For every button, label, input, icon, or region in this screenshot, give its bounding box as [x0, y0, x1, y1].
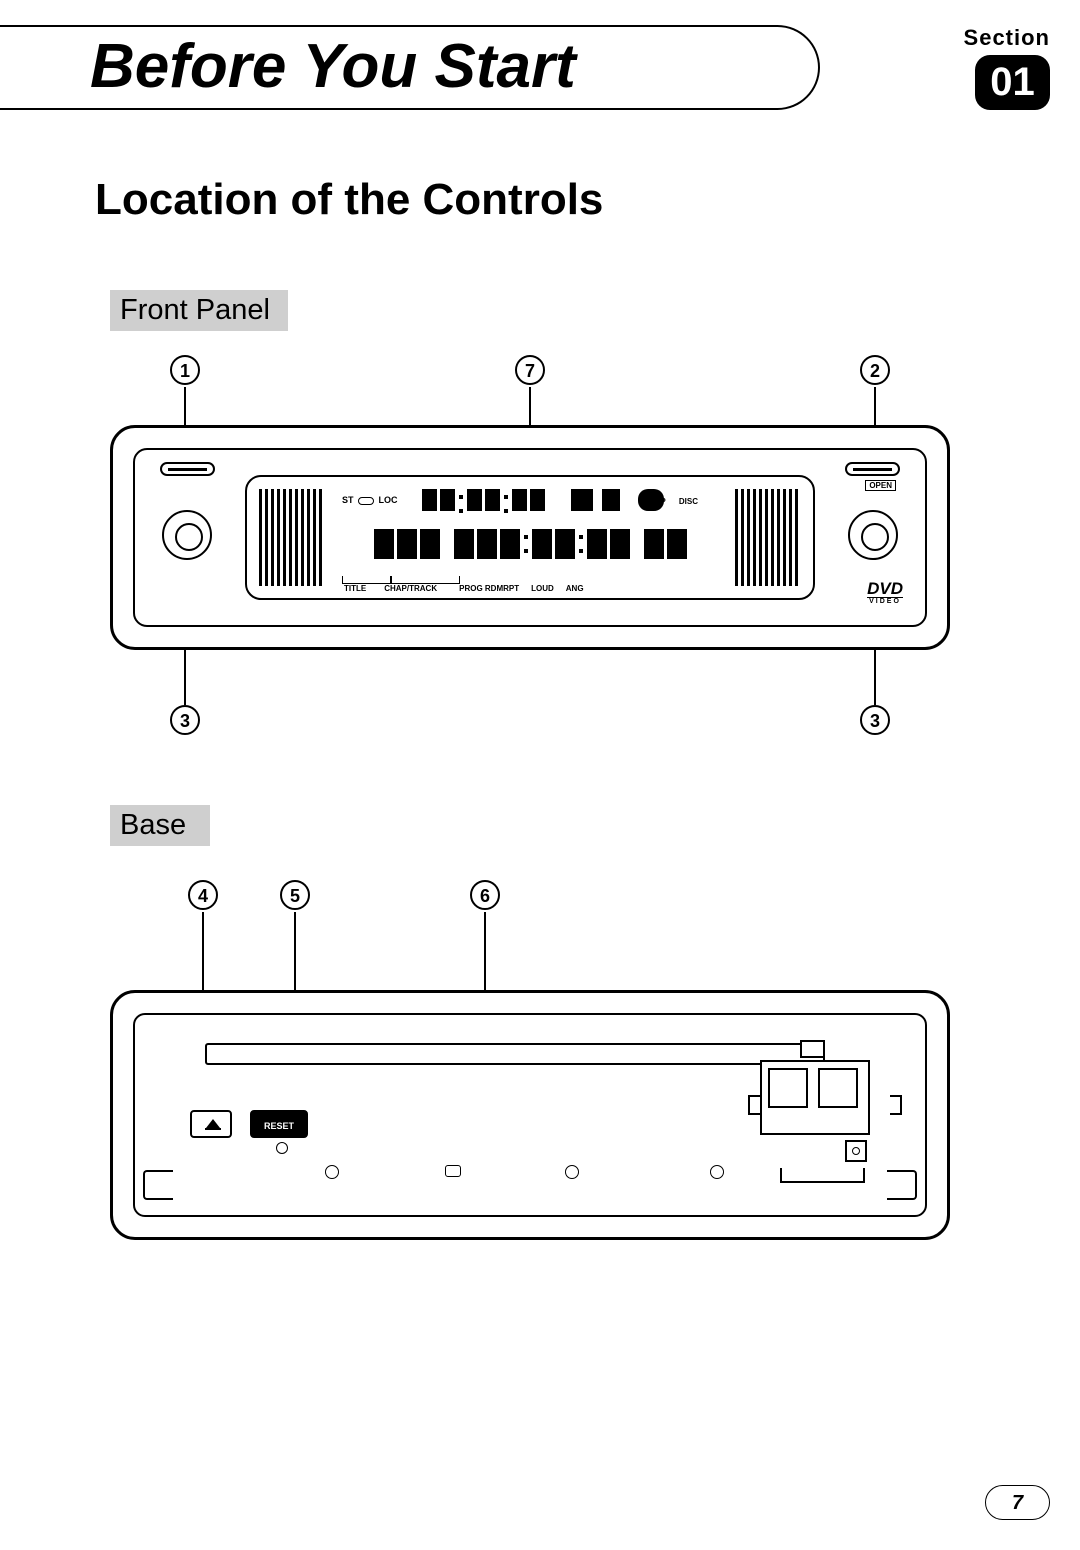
release-slit-right: [845, 462, 900, 476]
speaker-grille-right: [733, 485, 803, 590]
front-panel-inner: OPEN DVD VIDEO: [133, 448, 927, 627]
page-number: 7: [985, 1485, 1050, 1520]
callout-5: 5: [280, 880, 310, 910]
page-header: Before You Start Section 01: [0, 25, 1080, 110]
lcd-small-labels-right: MP DISC: [654, 497, 698, 506]
callout-4: 4: [188, 880, 218, 910]
section-number-badge: 01: [975, 55, 1050, 110]
lcd-label-loc: LOC: [379, 495, 398, 505]
lcd-label-disc: DISC: [679, 497, 698, 506]
reset-button: RESET: [250, 1110, 308, 1138]
lcd-area: ST LOC MP: [342, 487, 718, 588]
section-label: Section: [964, 25, 1050, 51]
callout-6: 6: [470, 880, 500, 910]
disc-slot: [205, 1043, 825, 1065]
mount-bracket-left: [143, 1170, 173, 1200]
knob-left: [162, 510, 212, 560]
lcd-label-prog: PROG RDMRPT: [459, 584, 519, 593]
header-title-container: Before You Start: [0, 25, 820, 110]
callout-3-left: 3: [170, 705, 200, 735]
callout-2: 2: [860, 355, 890, 385]
mount-hole: [710, 1165, 724, 1179]
callout-3-right: 3: [860, 705, 890, 735]
lcd-label-st: ST: [342, 495, 354, 505]
lcd-label-mp: MP: [654, 497, 666, 506]
header-title: Before You Start: [90, 31, 576, 102]
mount-slot: [445, 1165, 461, 1177]
dvd-logo: DVD VIDEO: [867, 580, 903, 605]
open-label: OPEN: [865, 480, 896, 491]
eject-button-icon: [190, 1110, 232, 1138]
section-title: Location of the Controls: [95, 175, 603, 225]
lcd-top-labels: ST LOC: [342, 495, 398, 505]
callout-1: 1: [170, 355, 200, 385]
mount-hole: [325, 1165, 339, 1179]
release-slit-left: [160, 462, 215, 476]
connector-assembly: [760, 1040, 890, 1170]
lcd-label-chap: CHAP/TRACK: [384, 584, 437, 593]
speaker-grille-left: [257, 485, 327, 590]
dvd-text: DVD: [867, 579, 903, 598]
lcd-label-loud: LOUD: [531, 584, 554, 593]
lcd-display-frame: ST LOC MP: [245, 475, 815, 600]
lcd-label-title: TITLE: [344, 584, 366, 593]
mount-bracket-right: [887, 1170, 917, 1200]
lcd-bottom-labels: TITLE CHAP/TRACK PROG RDMRPT LOUD ANG: [342, 579, 718, 588]
base-inner: RESET: [133, 1013, 927, 1217]
callout-7: 7: [515, 355, 545, 385]
reset-label: RESET: [264, 1121, 294, 1131]
knob-right: [848, 510, 898, 560]
dvd-subtext: VIDEO: [867, 597, 903, 605]
mount-hole: [565, 1165, 579, 1179]
stereo-icon: [358, 497, 374, 505]
lcd-top-segments: [422, 489, 688, 519]
lcd-bottom-segments: [342, 529, 718, 559]
base-diagram: RESET: [110, 990, 950, 1240]
subheading-base: Base: [110, 805, 210, 846]
front-panel-diagram: OPEN DVD VIDEO: [110, 425, 950, 650]
lcd-label-ang: ANG: [566, 584, 584, 593]
subheading-front-panel: Front Panel: [110, 290, 288, 331]
